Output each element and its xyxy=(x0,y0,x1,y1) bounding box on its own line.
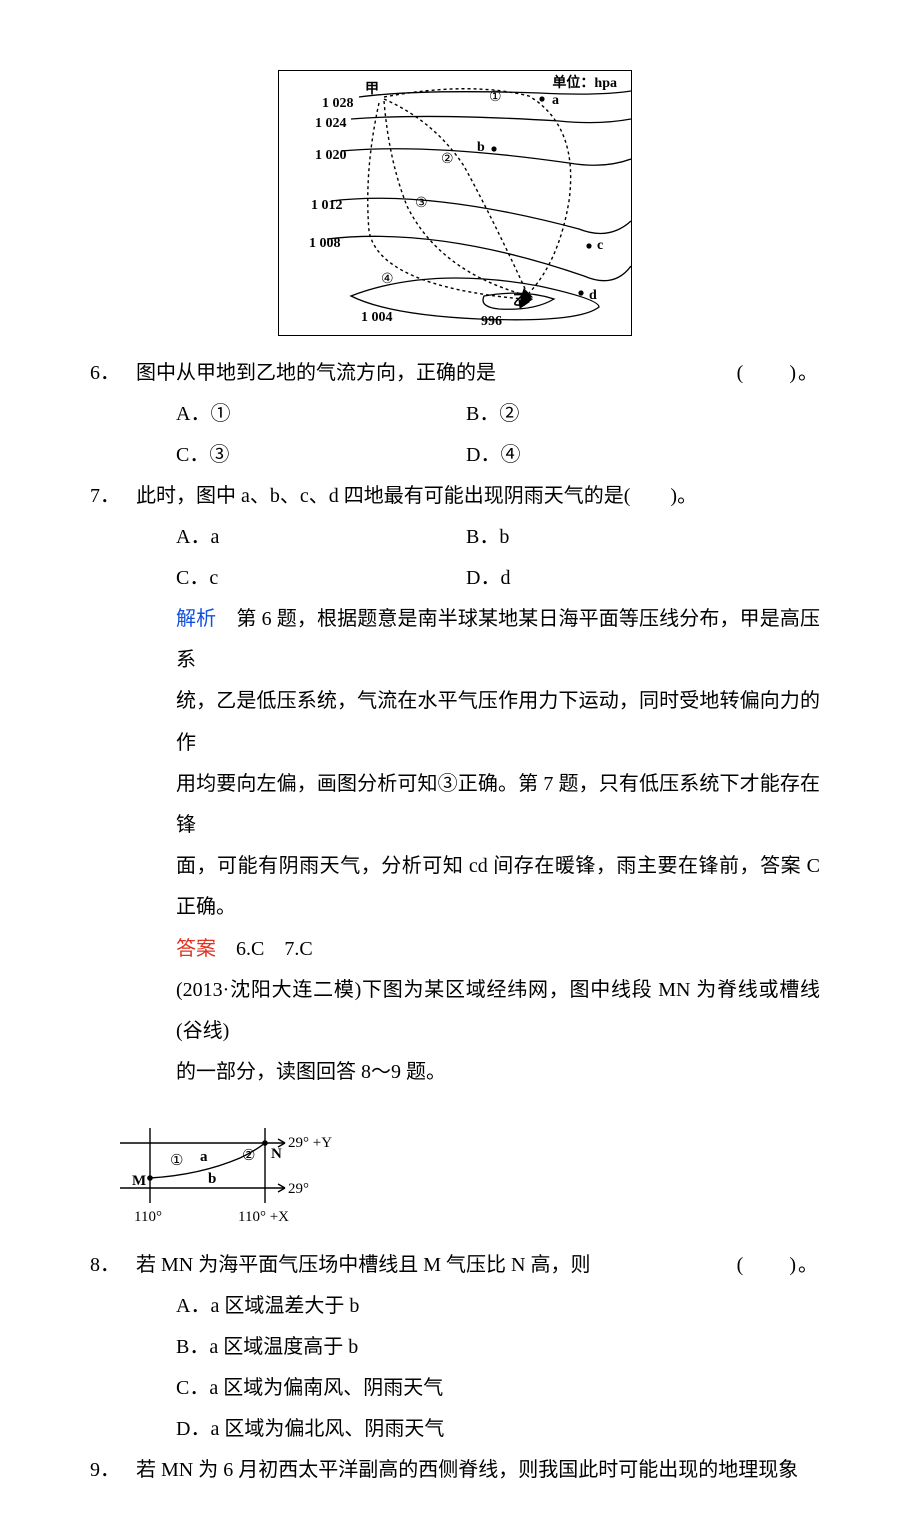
explanation-tag: 解析 xyxy=(176,608,216,630)
isobar-1024-label: 1 024 xyxy=(315,116,347,131)
q8-option-b: B．a 区域温度高于 b xyxy=(176,1327,820,1368)
exp67-l1: 第 6 题，根据题意是南半球某地某日海平面等压线分布，甲是高压系 xyxy=(176,608,820,671)
point-b-label: b xyxy=(477,140,485,155)
q7-stem: 此时，图中 a、b、c、d 四地最有可能出现阴雨天气的是( )。 xyxy=(136,476,820,517)
q7-option-b: B．b xyxy=(466,517,820,558)
fig2-c2-label: ② xyxy=(242,1148,255,1164)
isobar-1020 xyxy=(341,149,631,166)
q9-stem: 若 MN 为 6 月初西太平洋副高的西侧脊线，则我国此时可能出现的地理现象 xyxy=(136,1450,820,1491)
figure-1-svg: 单位：hpa 甲 乙 1 028 1 024 1 020 1 012 1 008… xyxy=(279,71,631,335)
q7-option-d: D．d xyxy=(466,558,820,599)
isobar-1012-label: 1 012 xyxy=(311,198,343,213)
q8-option-a: A．a 区域温差大于 b xyxy=(176,1286,820,1327)
exp67-l2: 统，乙是低压系统，气流在水平气压作用力下运动，同时受地转偏向力的作 xyxy=(176,681,820,763)
lead89-l1: (2013·沈阳大连二模)下图为某区域经纬网，图中线段 MN 为脊线或槽线(谷线… xyxy=(176,970,820,1052)
yi-label: 乙 xyxy=(513,293,527,309)
point-a-dot xyxy=(539,96,544,101)
m-label: M xyxy=(132,1173,146,1189)
answer-67: 答案 6.C 7.C xyxy=(176,929,820,970)
q6-option-b: B．② xyxy=(466,394,820,435)
figure-1: 单位：hpa 甲 乙 1 028 1 024 1 020 1 012 1 008… xyxy=(90,70,820,341)
q6-option-c: C．③ xyxy=(176,435,466,476)
flow-path-4 xyxy=(368,103,523,299)
fig2-c1-label: ① xyxy=(170,1153,183,1169)
q6-options-row2: C．③ D．④ xyxy=(176,435,820,476)
q6: 6． 图中从甲地到乙地的气流方向，正确的是 ( )。 xyxy=(90,353,820,394)
flow-path-3 xyxy=(384,101,525,295)
n-dot xyxy=(262,1140,268,1146)
point-a-label: a xyxy=(552,93,559,108)
unit-label: 单位：hpa xyxy=(552,74,617,91)
isobar-1028-label: 1 028 xyxy=(322,96,354,111)
point-d-dot xyxy=(578,290,583,295)
fig2-b-label: b xyxy=(208,1171,216,1187)
q9: 9． 若 MN 为 6 月初西太平洋副高的西侧脊线，则我国此时可能出现的地理现象 xyxy=(90,1450,820,1491)
isobar-1012 xyxy=(331,198,631,233)
q6-option-d: D．④ xyxy=(466,435,820,476)
path-3-label: ③ xyxy=(415,196,428,211)
q6-option-a: A．① xyxy=(176,394,466,435)
north-right-label: 29° +Y xyxy=(288,1135,332,1151)
figure-2: 29° +Y 29° 110° 110° +X N M a b ① ② xyxy=(90,1103,820,1233)
path-4-label: ④ xyxy=(381,272,394,287)
isobar-1024 xyxy=(351,116,631,122)
q6-options-row1: A．① B．② xyxy=(176,394,820,435)
point-c-label: c xyxy=(597,238,603,253)
lead89-l2: 的一部分，读图回答 8～9 题。 xyxy=(176,1052,820,1093)
isobar-1020-label: 1 020 xyxy=(315,148,347,163)
q7-num: 7． xyxy=(90,476,136,517)
south-left-label: 110° xyxy=(134,1209,162,1225)
figure-1-frame: 单位：hpa 甲 乙 1 028 1 024 1 020 1 012 1 008… xyxy=(278,70,632,336)
path-1-label: ① xyxy=(489,90,502,105)
exp67-l3: 用均要向左偏，画图分析可知③正确。第 7 题，只有低压系统下才能存在锋 xyxy=(176,764,820,846)
jia-label: 甲 xyxy=(365,81,379,97)
explanation-67: 解析 第 6 题，根据题意是南半球某地某日海平面等压线分布，甲是高压系 统，乙是… xyxy=(176,599,820,929)
leadin-89: (2013·沈阳大连二模)下图为某区域经纬网，图中线段 MN 为脊线或槽线(谷线… xyxy=(176,970,820,1094)
exp67-l4: 面，可能有阴雨天气，分析可知 cd 间存在暖锋，雨主要在锋前，答案 C 正确。 xyxy=(176,846,820,928)
isobar-1008 xyxy=(327,236,631,280)
isobar-996-label: 996 xyxy=(481,314,502,329)
q7-options-row2: C．c D．d xyxy=(176,558,820,599)
flow-path-2 xyxy=(384,99,527,293)
isobar-1008-label: 1 008 xyxy=(309,236,341,251)
q8-num: 8． xyxy=(90,1245,136,1286)
point-d-label: d xyxy=(589,288,597,303)
figure-2-svg: 29° +Y 29° 110° 110° +X N M a b ① ② xyxy=(90,1103,350,1233)
q7-option-a: A．a xyxy=(176,517,466,558)
q7-option-c: C．c xyxy=(176,558,466,599)
q8-paren: ( )。 xyxy=(737,1245,820,1286)
q9-num: 9． xyxy=(90,1450,136,1491)
m-dot xyxy=(147,1175,153,1181)
isobar-1004-label: 1 004 xyxy=(361,310,393,325)
q7: 7． 此时，图中 a、b、c、d 四地最有可能出现阴雨天气的是( )。 xyxy=(90,476,820,517)
ans67-body: 6.C 7.C xyxy=(216,938,313,960)
q6-paren: ( )。 xyxy=(737,353,820,394)
q8: 8． 若 MN 为海平面气压场中槽线且 M 气压比 N 高，则 ( )。 xyxy=(90,1245,820,1286)
south-right-label: 29° xyxy=(288,1181,309,1197)
n-label: N xyxy=(271,1146,282,1162)
q8-option-d: D．a 区域为偏北风、阴雨天气 xyxy=(176,1409,820,1450)
path-2-label: ② xyxy=(441,152,454,167)
point-b-dot xyxy=(491,146,496,151)
answer-tag: 答案 xyxy=(176,938,216,960)
q8-stem: 若 MN 为海平面气压场中槽线且 M 气压比 N 高，则 xyxy=(136,1254,590,1276)
point-c-dot xyxy=(586,243,591,248)
fig2-a-label: a xyxy=(200,1149,208,1165)
q8-option-c: C．a 区域为偏南风、阴雨天气 xyxy=(176,1368,820,1409)
q7-options-row1: A．a B．b xyxy=(176,517,820,558)
south-right2-label: 110° +X xyxy=(238,1209,289,1225)
q6-stem: 图中从甲地到乙地的气流方向，正确的是 xyxy=(136,362,496,384)
q6-num: 6． xyxy=(90,353,136,394)
